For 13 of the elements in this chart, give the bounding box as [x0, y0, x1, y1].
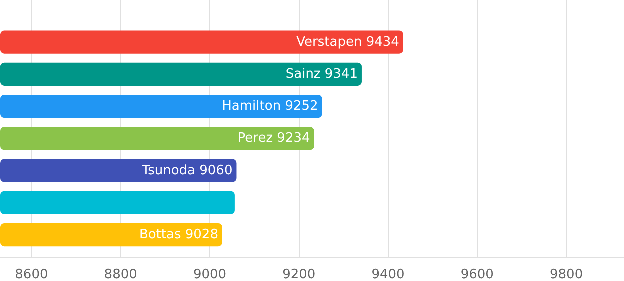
category-label: Verstapen 9434	[296, 34, 400, 50]
x-tick-label: 9000	[193, 268, 227, 281]
x-tick-label: 9200	[282, 268, 316, 281]
category-label: Bottas 9028	[139, 228, 218, 243]
x-tick-label: 8600	[15, 268, 48, 281]
x-tick-label: 9400	[372, 268, 405, 281]
category-label: Hamilton 9252	[222, 99, 318, 114]
category-label: Tsunoda 9060	[142, 163, 233, 178]
x-tick-label: 8800	[104, 268, 138, 281]
category-label: Perez 9234	[238, 131, 310, 146]
category-label: Sainz 9341	[286, 66, 358, 82]
x-tick-label: 9600	[460, 268, 494, 281]
x-tick-label: 9800	[550, 268, 584, 281]
